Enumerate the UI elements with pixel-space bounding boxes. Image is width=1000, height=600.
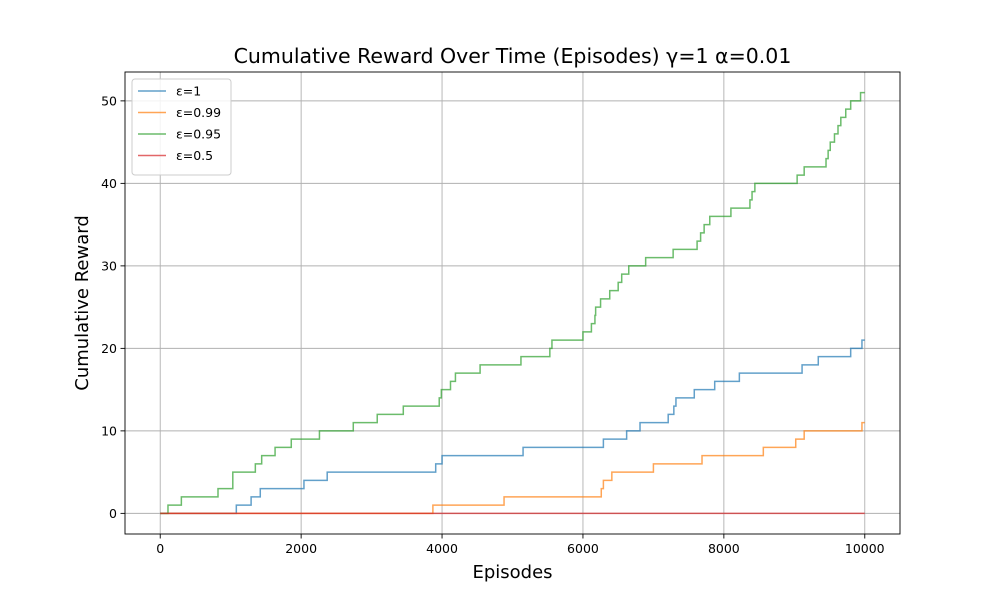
y-tick-label: 50 [101, 93, 117, 108]
y-tick-label: 30 [101, 258, 117, 273]
legend-label: ε=0.99 [176, 105, 221, 120]
x-tick-label: 2000 [285, 541, 317, 556]
x-tick-label: 6000 [567, 541, 599, 556]
y-tick-label: 0 [109, 506, 117, 521]
plot-frame [124, 71, 901, 535]
series-lines [160, 91, 865, 515]
legend-label: ε=1 [176, 84, 201, 99]
legend-box [131, 78, 232, 176]
legend-label: ε=0.95 [176, 127, 221, 142]
y-axis-title: Cumulative Reward [72, 215, 93, 391]
x-tick-label: 8000 [708, 541, 740, 556]
series-line-1 [160, 339, 865, 515]
x-tick-label: 0 [156, 541, 164, 556]
series-line-3 [160, 91, 865, 515]
axis-ticks: 0 2000 4000 6000 8000 10000 0 10 20 30 40 50 [101, 93, 885, 556]
x-tick-label: 4000 [426, 541, 458, 556]
x-axis-title: Episodes [472, 562, 552, 583]
legend-label: ε=0.5 [176, 148, 213, 163]
y-tick-label: 20 [101, 341, 117, 356]
legend: ε=1 ε=0.99 ε=0.95 ε=0.5 [131, 78, 232, 176]
y-tick-label: 40 [101, 176, 117, 191]
series-line-2 [160, 421, 865, 515]
plot-background [125, 72, 900, 534]
chart-title: Cumulative Reward Over Time (Episodes) γ… [234, 44, 792, 68]
x-tick-label: 10000 [845, 541, 885, 556]
y-tick-label: 10 [101, 423, 117, 438]
